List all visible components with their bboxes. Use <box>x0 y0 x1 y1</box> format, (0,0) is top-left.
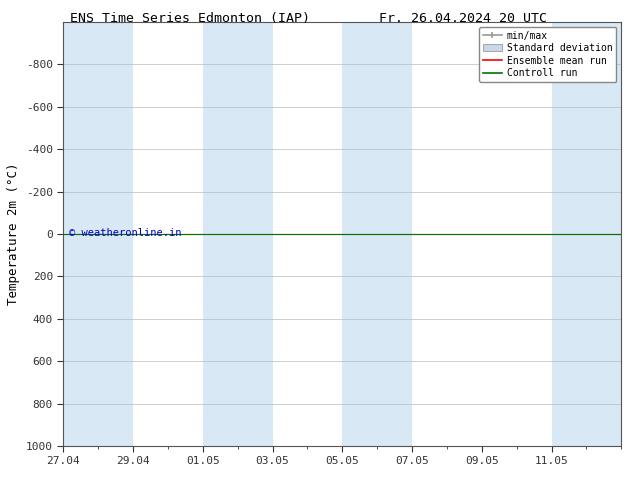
Legend: min/max, Standard deviation, Ensemble mean run, Controll run: min/max, Standard deviation, Ensemble me… <box>479 27 616 82</box>
Text: © weatheronline.in: © weatheronline.in <box>69 228 181 238</box>
Text: Fr. 26.04.2024 20 UTC: Fr. 26.04.2024 20 UTC <box>379 12 547 25</box>
Bar <box>203 22 273 446</box>
Bar <box>342 22 412 446</box>
Bar <box>552 22 621 446</box>
Bar <box>63 22 133 446</box>
Y-axis label: Temperature 2m (°C): Temperature 2m (°C) <box>8 163 20 305</box>
Text: ENS Time Series Edmonton (IAP): ENS Time Series Edmonton (IAP) <box>70 12 310 25</box>
